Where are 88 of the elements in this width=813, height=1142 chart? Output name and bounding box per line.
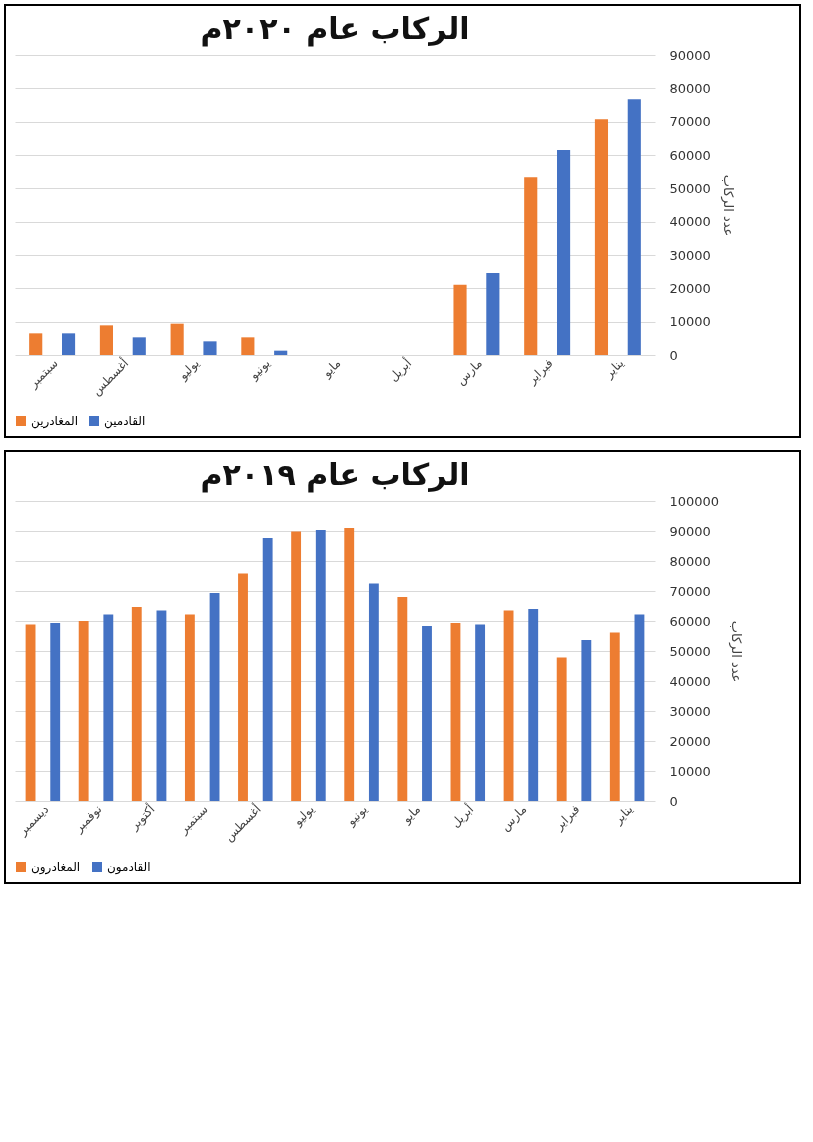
y-tick-label: 90000 (669, 523, 711, 539)
y-tick-label: 70000 (669, 114, 711, 130)
y-axis-title: عدد الركاب (719, 174, 736, 237)
y-tick-label: 60000 (669, 613, 711, 629)
x-tick-label: ديسمبر (14, 802, 53, 840)
y-tick-label: 20000 (669, 280, 711, 296)
legend-label: القادمون (107, 860, 151, 875)
x-tick-label: يوليو (290, 802, 318, 830)
x-tick-label: مارس (497, 802, 531, 835)
bar (131, 606, 142, 801)
bar (241, 337, 255, 355)
bar (156, 610, 167, 801)
bar (368, 583, 379, 801)
y-tick-label: 0 (669, 793, 678, 809)
y-tick-label: 100000 (669, 493, 720, 509)
y-tick-label: 50000 (669, 643, 711, 659)
x-tick-label: يونيو (343, 802, 371, 830)
bar (103, 614, 114, 801)
x-tick-label: أغسطس (221, 801, 265, 845)
bar (78, 621, 89, 801)
bar (486, 273, 500, 355)
bar (184, 614, 195, 801)
y-tick-label: 50000 (669, 180, 711, 196)
x-tick-label: فبراير (524, 356, 557, 389)
y-tick-label: 0 (669, 347, 678, 363)
bar (132, 337, 146, 355)
bar (556, 657, 567, 801)
y-tick-label: 20000 (669, 733, 711, 749)
x-tick-label: أكتوبر (125, 801, 159, 834)
x-tick-label: يناير (601, 356, 628, 382)
x-tick-label: يونيو (246, 356, 274, 384)
bar (594, 119, 609, 355)
x-tick-label: يوليو (175, 356, 203, 384)
y-tick-label: 30000 (669, 703, 711, 719)
x-tick-label: سبتمبر (175, 802, 212, 838)
bar (50, 623, 61, 801)
bar (262, 537, 273, 801)
x-tick-label: نوفمبر (70, 802, 106, 837)
x-tick-label: مايو (319, 356, 345, 382)
y-tick-label: 80000 (669, 553, 711, 569)
y-tick-label: 40000 (669, 673, 711, 689)
y-tick-label: 70000 (669, 583, 711, 599)
bar (503, 610, 514, 801)
x-tick-label: مايو (398, 802, 424, 828)
bar (203, 341, 217, 355)
bar (29, 333, 43, 355)
chart-title: الركاب عام ٢٠٢٠م (200, 11, 470, 47)
bar (450, 623, 461, 801)
chart-title: الركاب عام ٢٠١٩م (200, 457, 470, 493)
bar (99, 325, 113, 355)
x-tick-label: يناير (610, 802, 637, 828)
bar (291, 531, 302, 801)
bar (209, 593, 220, 801)
x-tick-label: فبراير (551, 802, 584, 835)
bar (524, 177, 538, 355)
y-axis-title: عدد الركاب (728, 620, 745, 683)
legend-label: المغادرون (31, 860, 81, 875)
y-tick-label: 10000 (669, 314, 711, 330)
bar (170, 323, 184, 355)
bar (475, 624, 486, 801)
bar (61, 333, 76, 355)
y-tick-label: 10000 (669, 763, 711, 779)
bar (397, 597, 408, 801)
x-tick-label: مارس (453, 356, 486, 389)
y-tick-label: 80000 (669, 80, 711, 96)
legend-label: المغادرين (31, 414, 78, 429)
bar (528, 609, 539, 801)
bar (274, 350, 288, 355)
bar (557, 150, 571, 355)
bar (344, 528, 355, 801)
x-tick-label: أبريل (447, 801, 477, 831)
bar (453, 284, 467, 355)
bar (238, 573, 248, 801)
x-tick-label: أغسطس (88, 355, 133, 399)
x-tick-label: سبتمبر (25, 356, 62, 392)
y-tick-label: 60000 (669, 147, 711, 163)
bar (609, 632, 620, 801)
bar (634, 614, 645, 801)
bar (581, 639, 592, 801)
y-tick-label: 90000 (669, 47, 711, 63)
bar (315, 530, 326, 801)
bar (25, 624, 36, 801)
x-tick-label: أبريل (385, 355, 415, 385)
bar (627, 99, 641, 355)
y-tick-label: 40000 (669, 214, 711, 230)
bar (422, 626, 432, 801)
y-tick-label: 30000 (669, 247, 711, 263)
legend-label: القادمين (104, 414, 146, 429)
